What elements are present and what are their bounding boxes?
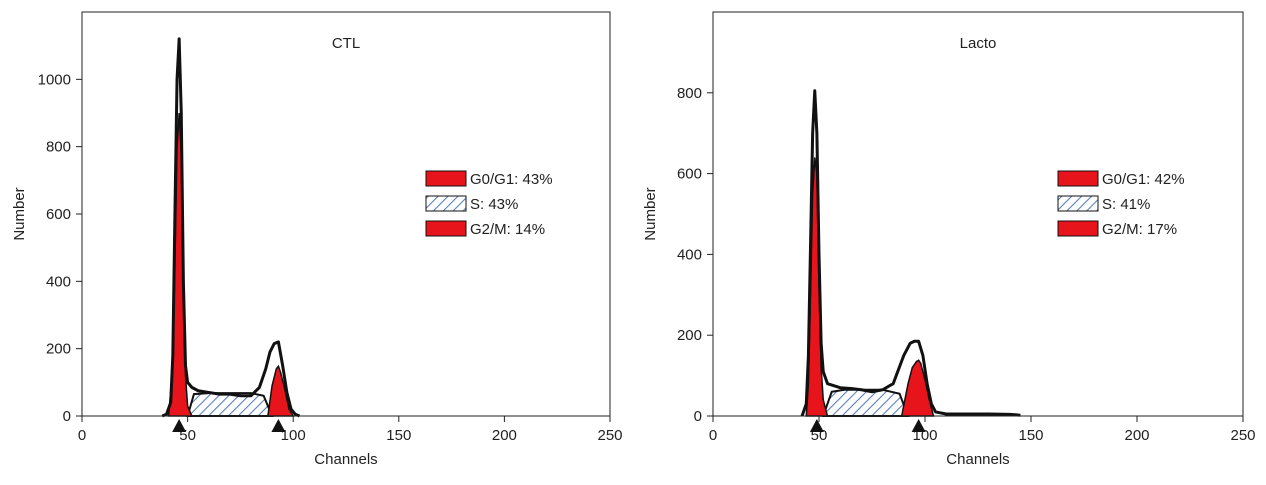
x-tick-label: 0 [709,427,717,444]
y-tick-label: 400 [677,246,702,263]
legend-label: S: 41% [1102,196,1150,213]
x-axis-label: Channels [314,451,377,468]
legend-swatch [1057,220,1099,237]
peak-marker-triangle [809,419,824,432]
plot-frame [712,11,1244,417]
y-tick-label: 0 [63,408,71,425]
legend-label: G0/G1: 43% [470,171,553,188]
x-tick-label: 150 [1018,427,1043,444]
y-tick-label: 600 [46,206,71,223]
legend-label: G0/G1: 42% [1102,171,1185,188]
legend-swatch [1057,170,1099,187]
legend-swatch [425,220,467,237]
y-tick-label: 600 [677,166,702,183]
panel-ctl: 0 50 100 150 200 25002004006008001000Channels… [11,11,623,468]
x-tick-label: 150 [386,427,411,444]
legend-label: G2/M: 17% [1102,221,1177,238]
legend-label: S: 43% [470,196,518,213]
x-tick-label: 200 [492,427,517,444]
peak-marker-triangle [271,419,286,432]
s-phase-area [186,392,274,417]
g2m-phase-area [266,364,295,417]
plot-frame [81,11,611,417]
x-tick-label: 250 [1230,427,1255,444]
y-tick-label: 800 [677,85,702,102]
g2m-phase-area [900,359,935,417]
y-tick-label: 200 [677,327,702,344]
panel-lacto: 0 50 100 150 200 2500200400600800ChannelsNumb… [642,11,1256,468]
y-axis-label: Number [642,187,659,240]
x-tick-label: 250 [597,427,622,444]
y-tick-label: 1000 [38,71,71,88]
legend-swatch [425,170,467,187]
s-phase-area [821,388,910,417]
x-axis-label: Channels [946,451,1009,468]
y-tick-label: 400 [46,273,71,290]
y-axis-label: Number [11,187,28,240]
y-tick-label: 800 [46,139,71,156]
y-tick-label: 200 [46,341,71,358]
histogram-line [161,37,301,418]
peak-marker-triangle [172,419,187,432]
y-tick-label: 0 [694,408,702,425]
legend-label: G2/M: 14% [470,221,545,238]
histogram-line [800,89,1021,417]
legend-swatch [1057,195,1099,212]
x-tick-label: 200 [1124,427,1149,444]
x-tick-label: 100 [281,427,306,444]
legend-swatch [425,195,467,212]
panel-title: CTL [332,35,360,52]
panel-title: Lacto [960,35,997,52]
x-tick-label: 0 [78,427,86,444]
peak-marker-triangle [911,419,926,432]
